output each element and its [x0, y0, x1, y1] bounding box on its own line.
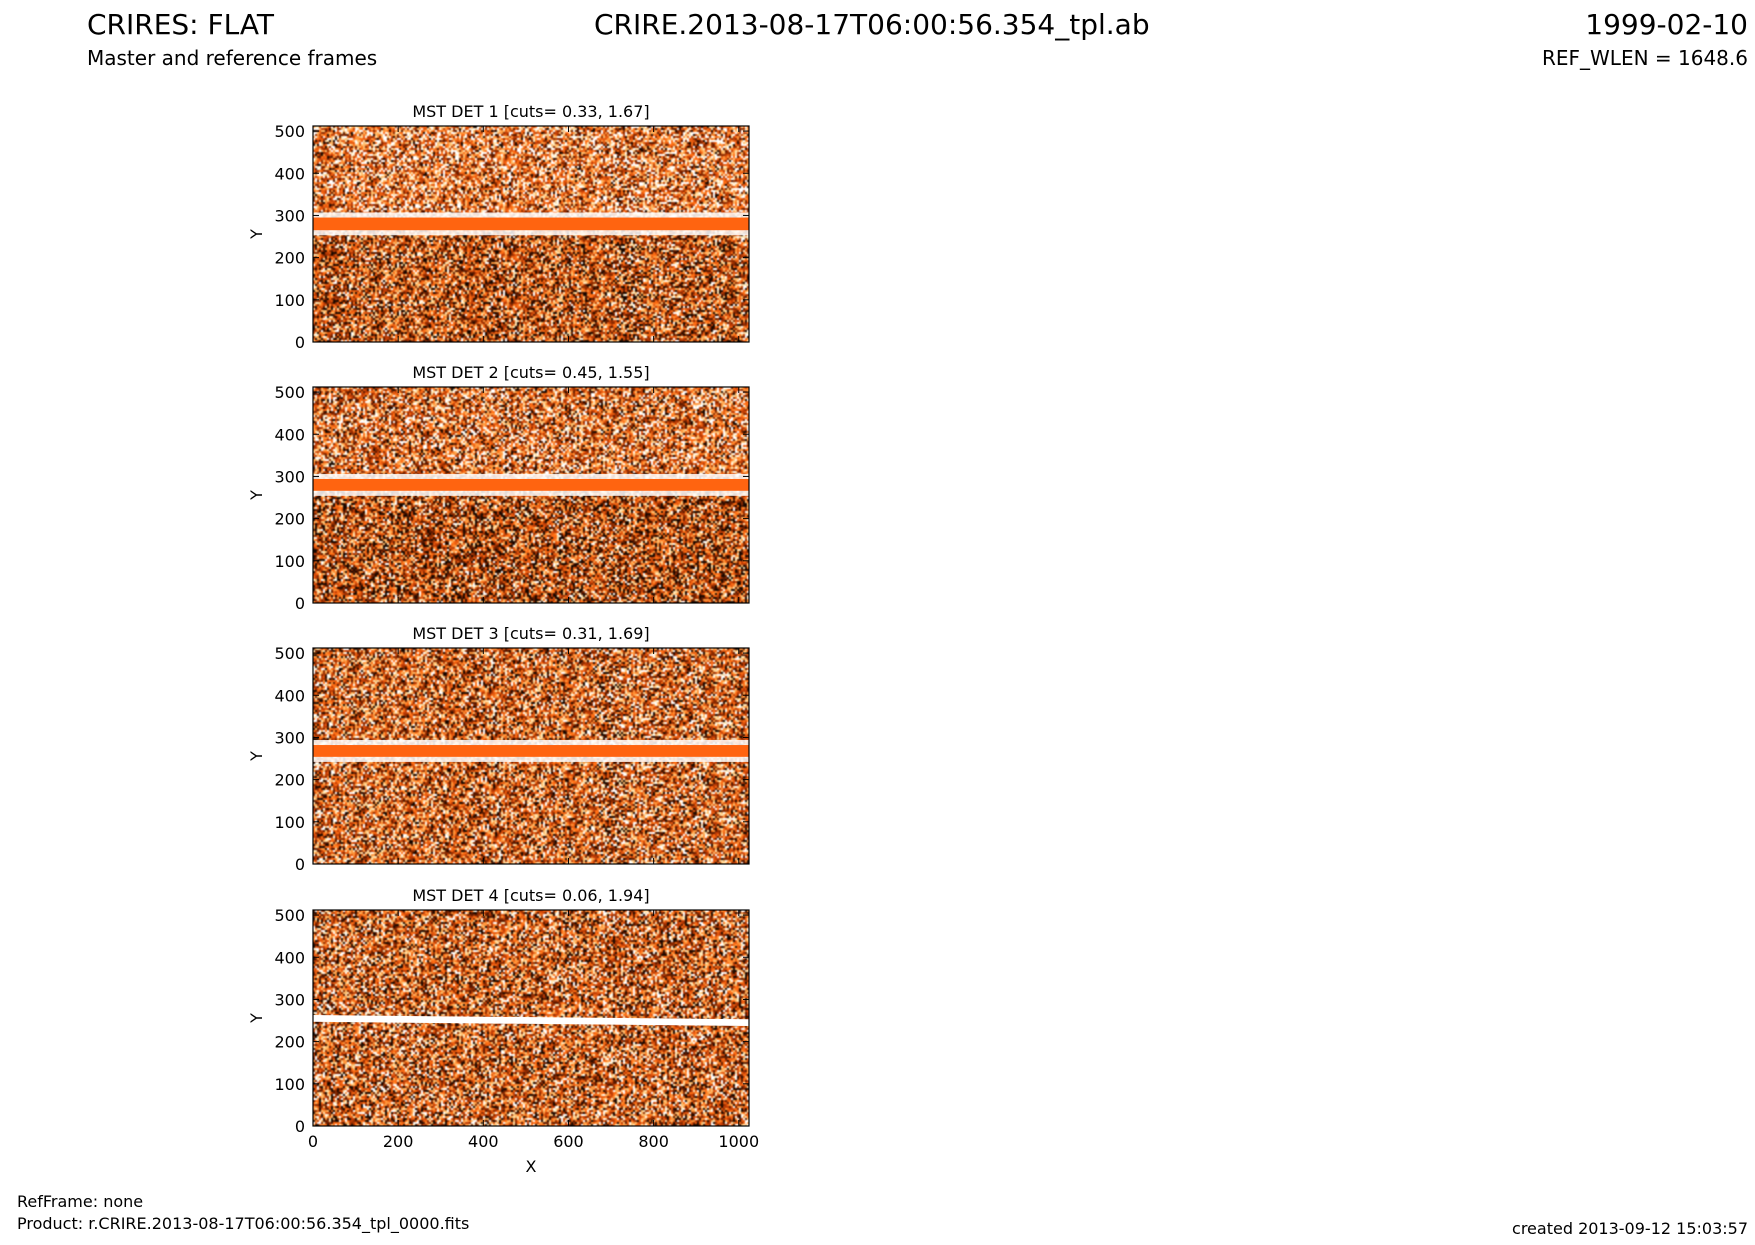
panel-title-3: MST DET 3 [cuts= 0.31, 1.69]: [412, 624, 649, 643]
panel-title-4: MST DET 4 [cuts= 0.06, 1.94]: [412, 886, 649, 905]
ytick-label: 400: [274, 164, 305, 183]
xtick-label: 600: [553, 1132, 584, 1151]
ytick-label: 300: [274, 467, 305, 486]
footer-product: Product: r.CRIRE.2013-08-17T06:00:56.354…: [17, 1214, 470, 1233]
panel-det-2: MST DET 2 [cuts= 0.45, 1.55] 0 100 200 300 40…: [247, 363, 750, 613]
ytick-label: 200: [274, 249, 305, 268]
band-slit-3: [313, 745, 749, 757]
band-slit-1: [313, 217, 749, 231]
ytick-label: 500: [274, 383, 305, 402]
ylabel-3: Y: [247, 751, 266, 762]
xtick-label: 200: [383, 1132, 414, 1151]
file-title: CRIRE.2013-08-17T06:00:56.354_tpl.ab: [594, 8, 1150, 41]
band-slit-2: [313, 478, 749, 491]
ytick-label: 400: [274, 686, 305, 705]
ytick-label: 100: [274, 813, 305, 832]
xtick-label: 800: [638, 1132, 669, 1151]
panel-frame-2: [312, 386, 750, 604]
panel-det-4: MST DET 4 [cuts= 0.06, 1.94] 0 100 200 300 40…: [247, 886, 759, 1176]
ytick-label: 100: [274, 552, 305, 571]
ytick-label: 0: [295, 855, 305, 874]
ylabel-2: Y: [247, 490, 266, 501]
panel-title-2: MST DET 2 [cuts= 0.45, 1.55]: [412, 363, 649, 382]
ytick-label: 200: [274, 771, 305, 790]
panel-frame-4: [312, 909, 750, 1127]
panel-det-3: MST DET 3 [cuts= 0.31, 1.69] 0 100 200 300 40…: [247, 624, 750, 874]
ytick-label: 300: [274, 990, 305, 1009]
ytick-label: 0: [295, 1117, 305, 1136]
xtick-label: 0: [308, 1132, 318, 1151]
ytick-label: 200: [274, 1033, 305, 1052]
xtick-label: 1000: [718, 1132, 759, 1151]
ytick-label: 300: [274, 206, 305, 225]
ytick-label: 0: [295, 594, 305, 613]
date-title: 1999-02-10: [1585, 8, 1748, 41]
ytick-label: 100: [274, 1075, 305, 1094]
panel-frame-3: [312, 647, 750, 865]
ytick-label: 500: [274, 906, 305, 925]
ylabel-4: Y: [247, 1013, 266, 1024]
ytick-label: 400: [274, 948, 305, 967]
xtick-label: 400: [468, 1132, 499, 1151]
panel-frame-1: [312, 125, 750, 343]
ytick-label: 400: [274, 425, 305, 444]
panel-det-1: MST DET 1 [cuts= 0.33, 1.67] 0 100 200 300 40…: [247, 102, 750, 352]
ytick-label: 500: [274, 644, 305, 663]
ytick-label: 100: [274, 291, 305, 310]
panel-title-1: MST DET 1 [cuts= 0.33, 1.67]: [412, 102, 649, 121]
ref-wlen-label: REF_WLEN = 1648.6: [1541, 46, 1748, 70]
page-subtitle: Master and reference frames: [87, 46, 378, 70]
ytick-label: 0: [295, 333, 305, 352]
band-slit-4: [313, 1015, 749, 1027]
ylabel-1: Y: [247, 229, 266, 240]
xlabel: X: [526, 1157, 537, 1176]
footer-refframe: RefFrame: none: [17, 1192, 144, 1211]
ytick-label: 300: [274, 728, 305, 747]
page-title: CRIRES: FLAT: [87, 8, 274, 41]
ytick-label: 500: [274, 122, 305, 141]
ytick-label: 200: [274, 510, 305, 529]
footer-created: created 2013-09-12 15:03:57: [1512, 1219, 1748, 1238]
